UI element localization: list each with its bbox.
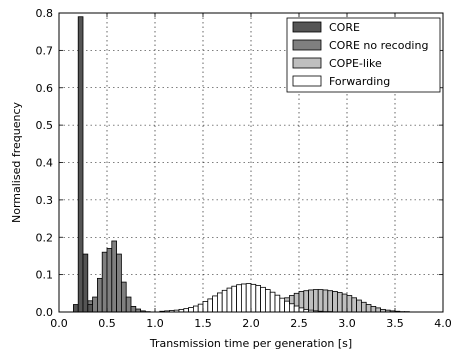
y-tick-label: 0.7 <box>36 44 54 57</box>
bar-core <box>82 253 89 313</box>
bar-cope-like <box>351 297 357 313</box>
legend-label: COPE-like <box>329 57 382 70</box>
bar-cope-like <box>346 295 353 313</box>
y-tick-label: 0.2 <box>36 231 54 244</box>
bar-forwarding <box>197 303 204 313</box>
legend-swatch <box>292 57 322 69</box>
bar-forwarding <box>250 283 257 313</box>
bar-cope-like <box>322 289 329 313</box>
bar-forwarding <box>298 307 305 313</box>
legend-swatch <box>292 75 322 87</box>
bar-core-no-recoding <box>130 305 137 313</box>
bar-cope-like <box>360 301 367 313</box>
bar-forwarding <box>192 305 199 313</box>
y-tick-label: 0.3 <box>36 194 54 207</box>
axis-ticks: 0.0 0.5 1.0 1.5 2.0 2.5 3.0 3.5 4.0 0.0 0.1 0.2 0.3 0… <box>36 7 452 330</box>
bar-forwarding <box>255 285 262 313</box>
bar-cope-like <box>332 291 338 313</box>
y-tick-label: 0.6 <box>36 82 54 95</box>
bar-core <box>77 16 84 313</box>
bar-forwarding <box>221 289 228 313</box>
y-tick-label: 0.5 <box>36 119 54 132</box>
y-tick-label: 0.8 <box>36 7 54 20</box>
bar-cope-like <box>308 289 314 313</box>
bar-cope-like <box>365 304 372 313</box>
bar-forwarding <box>274 294 281 313</box>
bar-cope-like <box>341 293 348 313</box>
bar-core <box>73 304 79 313</box>
bar-forwarding <box>240 283 247 313</box>
x-tick-label: 2.0 <box>242 317 260 330</box>
bar-forwarding <box>207 298 214 313</box>
bar-core-no-recoding <box>92 296 98 313</box>
x-tick-label: 4.0 <box>434 317 452 330</box>
bar-forwarding <box>226 287 233 313</box>
bar-forwarding <box>284 300 290 313</box>
bar-forwarding <box>188 307 194 313</box>
bar-forwarding <box>236 284 242 313</box>
bar-forwarding <box>264 289 271 313</box>
x-axis-label: Transmission time per generation [s] <box>149 337 352 350</box>
y-axis-label: Normalised frequency <box>10 102 23 223</box>
bar-forwarding <box>216 292 223 313</box>
bar-forwarding <box>183 308 190 313</box>
bar-forwarding <box>293 305 300 313</box>
bar-core-no-recoding <box>97 277 103 313</box>
legend-label: CORE no recoding <box>329 39 428 52</box>
bar-forwarding <box>269 291 276 313</box>
bar-core-no-recoding <box>116 253 122 313</box>
legend-swatch <box>292 21 322 33</box>
bar-forwarding <box>231 285 238 313</box>
bar-cope-like <box>317 289 324 313</box>
legend-swatch <box>292 39 322 51</box>
bar-core-no-recoding <box>125 296 132 313</box>
bar-core-no-recoding <box>111 240 118 313</box>
bar-forwarding <box>260 286 266 313</box>
y-tick-label: 0.1 <box>36 269 54 282</box>
bar-forwarding <box>288 303 295 313</box>
bar-forwarding <box>212 295 218 313</box>
y-tick-label: 0.4 <box>36 157 54 170</box>
x-tick-label: 1.5 <box>194 317 212 330</box>
bar-cope-like <box>312 289 319 313</box>
bar-cope-like <box>356 299 362 313</box>
bar-cope-like <box>303 290 309 313</box>
bar-core-no-recoding <box>106 248 113 313</box>
bar-forwarding <box>202 301 209 313</box>
bar-cope-like <box>327 290 333 313</box>
legend-label: Forwarding <box>329 75 390 88</box>
bar-core-no-recoding <box>101 251 108 313</box>
legend: CORE CORE no recoding COPE-like Forwarding <box>286 17 441 93</box>
legend-label: CORE <box>329 21 360 34</box>
bar-forwarding <box>279 297 285 313</box>
x-tick-label: 0.5 <box>98 317 116 330</box>
bar-cope-like <box>336 292 343 313</box>
x-tick-label: 3.0 <box>338 317 356 330</box>
x-tick-label: 1.0 <box>146 317 164 330</box>
x-tick-label: 3.5 <box>386 317 404 330</box>
bar-cope-like <box>370 305 377 313</box>
bar-core-no-recoding <box>121 281 127 313</box>
bar-core <box>87 304 94 313</box>
y-tick-label: 0.0 <box>36 306 54 319</box>
bar-cope-like <box>375 307 381 313</box>
x-tick-label: 2.5 <box>290 317 308 330</box>
bar-forwarding <box>245 283 252 313</box>
x-tick-label: 0.0 <box>50 317 68 330</box>
